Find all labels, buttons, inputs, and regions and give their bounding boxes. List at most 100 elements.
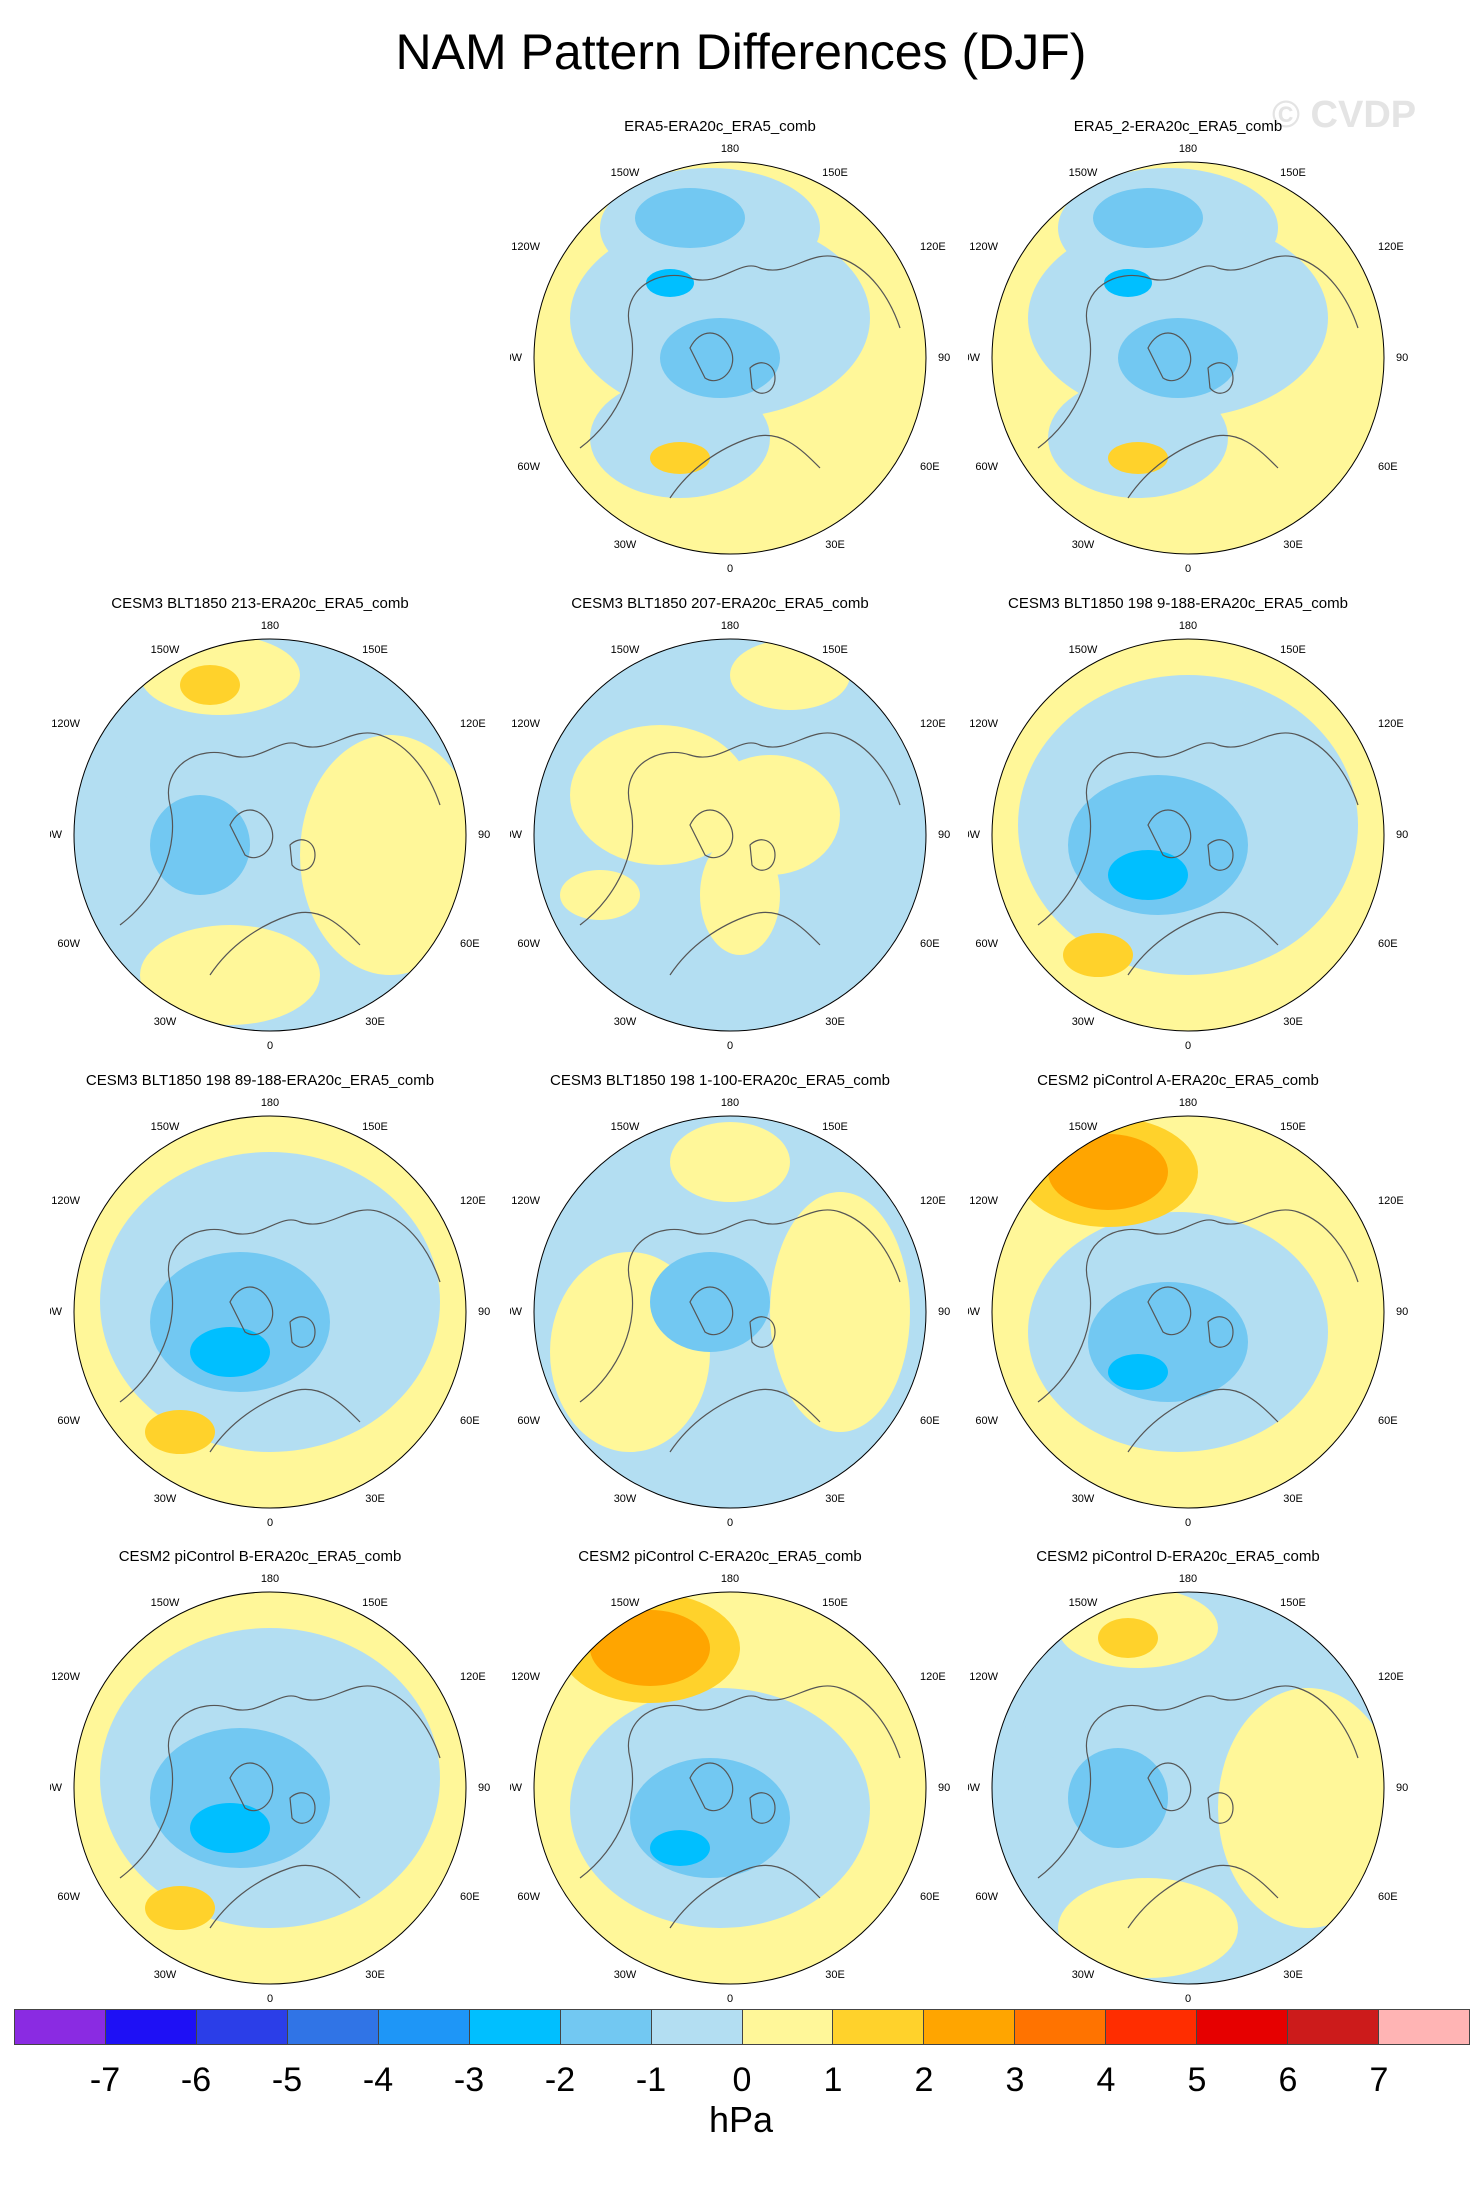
longitude-label: 120E [460,1671,486,1683]
longitude-label: 90W [50,829,63,841]
longitude-label: 180 [261,620,279,632]
polar-map: 180 150W 150E 120W 120E 90W 90E 60W 60E 30W 30E 0 [968,143,1408,575]
panel-title: CESM3 BLT1850 207-ERA20c_ERA5_comb [571,595,869,612]
longitude-label: 90E [938,1782,950,1794]
panel-title: ERA5-ERA20c_ERA5_comb [624,118,816,135]
anomaly-region [1048,378,1228,498]
longitude-label: 150E [362,644,388,656]
map-panel: CESM3 BLT1850 198 9-188-ERA20c_ERA5_comb… [968,595,1408,1065]
colorbar-swatch [14,2009,106,2045]
longitude-label: 60E [1378,938,1398,950]
panel-title: CESM3 BLT1850 198 1-100-ERA20c_ERA5_comb [550,1072,890,1089]
coastline [579,1209,901,1453]
map-border [73,1115,467,1509]
anomaly-region [770,1192,910,1432]
longitude-label: 150E [362,1121,388,1133]
anomaly-region [560,870,640,920]
longitude-label: 120W [511,718,540,730]
longitude-label: 30W [614,1493,637,1505]
anomaly-region [1093,188,1203,248]
panel-title: CESM3 BLT1850 198 89-188-ERA20c_ERA5_com… [85,1072,435,1089]
coastline [579,1685,901,1929]
polar-map: 180 150W 150E 120W 120E 90W 90E 60W 60E 30W 30E 0 [968,620,1408,1052]
anomaly-region [630,1758,790,1878]
longitude-label: 30E [825,539,845,551]
longitude-label: 120W [51,1195,80,1207]
anomaly-region [646,269,694,297]
longitude-label: 150W [611,1597,640,1609]
anomaly-region [150,795,250,895]
longitude-label: 180 [1179,1097,1197,1109]
colorbar-swatch [560,2009,652,2045]
colorbar-swatch [1015,2009,1107,2045]
longitude-label: 150E [1280,1597,1306,1609]
map-border [533,1591,927,1985]
longitude-label: 180 [1179,620,1197,632]
anomaly-region [1108,850,1188,900]
longitude-label: 60W [57,938,80,950]
colorbar-swatch [105,2009,197,2045]
longitude-label: 120W [969,1671,998,1683]
longitude-label: 60E [920,1891,940,1903]
anomaly-region [1063,933,1133,977]
colorbar-label: -1 [635,2061,667,2099]
longitude-label: 90W [968,1782,981,1794]
longitude-label: 120E [920,241,946,253]
anomaly-region [190,1327,270,1377]
longitude-label: 30W [1072,539,1095,551]
anomaly-region [1118,318,1238,398]
colorbar-swatch [924,2009,1016,2045]
longitude-label: 90W [968,829,981,841]
longitude-label: 120W [511,1671,540,1683]
anomaly-region [660,318,780,398]
longitude-label: 180 [721,1097,739,1109]
longitude-label: 30E [1283,539,1303,551]
longitude-label: 60W [517,461,540,473]
longitude-label: 30W [154,1969,177,1981]
anomaly-region [590,378,770,498]
coastline [119,1685,441,1929]
map-border [533,161,927,555]
anomaly-region [1104,269,1152,297]
colorbar-swatch [1288,2009,1380,2045]
cvdp-watermark: © CVDP [1272,94,1417,136]
longitude-label: 30E [365,1016,385,1028]
map-panel: CESM3 BLT1850 198 89-188-ERA20c_ERA5_com… [50,1072,490,1542]
longitude-label: 90W [510,1306,523,1318]
longitude-label: 60W [517,1891,540,1903]
colorbar-swatch [196,2009,288,2045]
longitude-label: 90E [1396,1306,1408,1318]
longitude-label: 30W [1072,1493,1095,1505]
panel-title: CESM3 BLT1850 198 9-188-ERA20c_ERA5_comb [1008,595,1348,612]
colorbar-label: -2 [544,2061,576,2099]
map-panel: ERA5_2-ERA20c_ERA5_comb 180 150W 150E 120W 12… [968,118,1408,588]
longitude-label: 30W [154,1016,177,1028]
longitude-label: 180 [261,1573,279,1585]
map-border [533,1115,927,1509]
coastline [1037,255,1359,499]
longitude-label: 150W [151,644,180,656]
colorbar-swatch [1197,2009,1289,2045]
longitude-label: 150W [151,1597,180,1609]
longitude-label: 30E [825,1493,845,1505]
longitude-label: 180 [721,620,739,632]
map-panel: CESM3 BLT1850 207-ERA20c_ERA5_comb 180 150… [510,595,950,1065]
anomaly-region [650,1252,770,1352]
longitude-label: 30W [154,1493,177,1505]
longitude-label: 30E [825,1016,845,1028]
figure-title: NAM Pattern Differences (DJF) [395,24,1087,80]
longitude-label: 150E [1280,644,1306,656]
longitude-label: 180 [721,1573,739,1585]
longitude-label: 90E [938,352,950,364]
anomaly-region [670,1122,790,1202]
map-border [991,1115,1385,1509]
longitude-label: 0 [267,1040,273,1052]
longitude-label: 30E [365,1969,385,1981]
polar-map: 180 150W 150E 120W 120E 90W 90E 60W 60E 30W 30E 0 [968,1097,1408,1529]
longitude-label: 90W [50,1782,63,1794]
coastline [1037,1209,1359,1453]
longitude-label: 0 [727,563,733,575]
longitude-label: 180 [261,1097,279,1109]
colorbar-label: 2 [914,2061,934,2099]
longitude-label: 60W [57,1415,80,1427]
